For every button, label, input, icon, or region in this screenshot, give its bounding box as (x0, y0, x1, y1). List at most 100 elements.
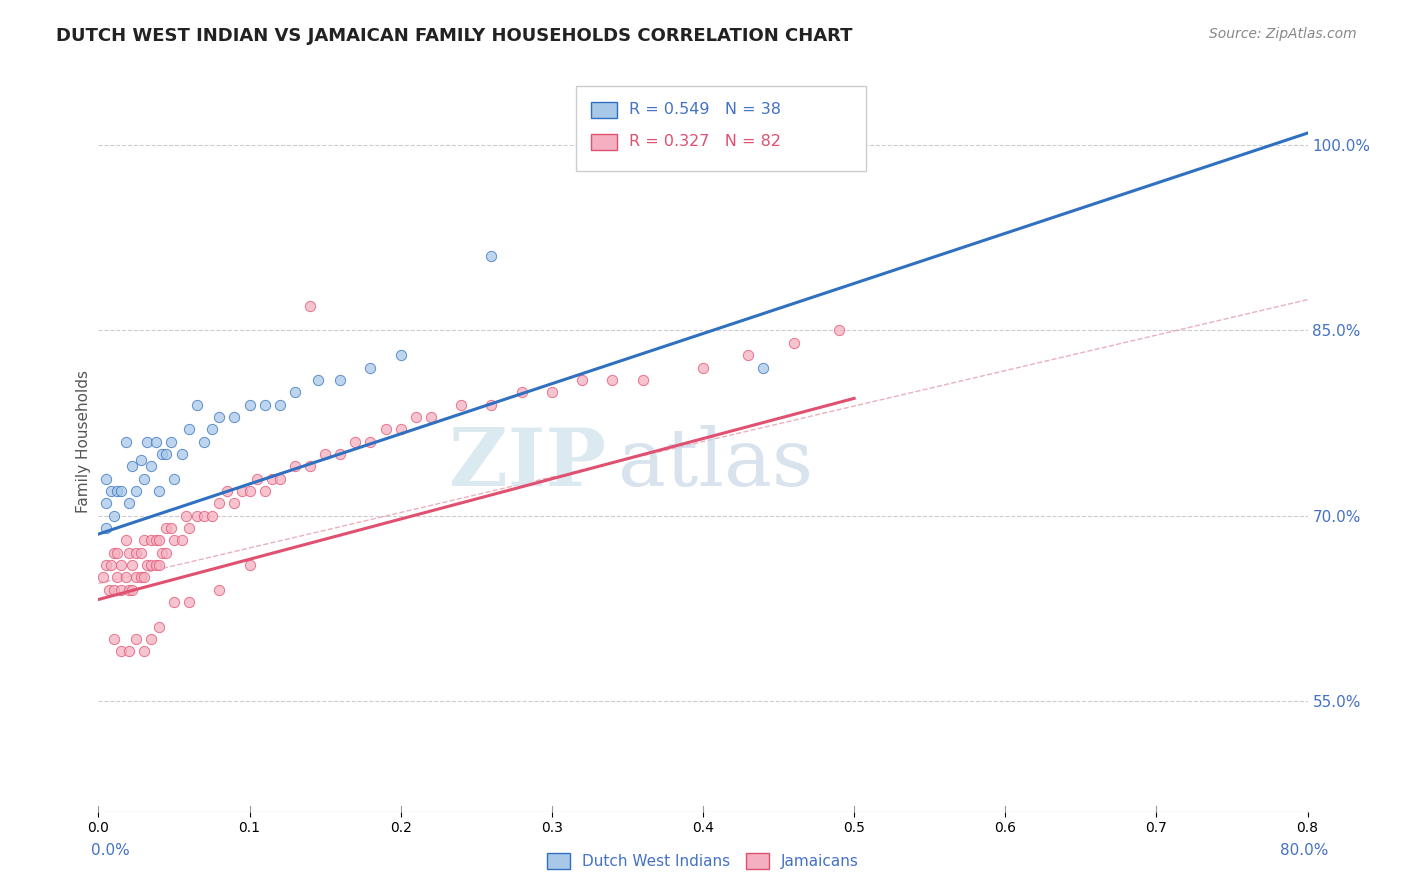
Point (299, 299, 322, 313)
Point (481, 250, 503, 264)
Point (100, 558, 122, 572)
Point (150, 546, 173, 560)
Point (91, 570, 114, 584)
Point (118, 582, 141, 597)
Y-axis label: Family Households: Family Households (76, 370, 91, 513)
Point (389, 348, 412, 362)
Point (103, 546, 125, 560)
Point (420, 409, 443, 424)
Point (118, 644, 141, 658)
Point (344, 434, 367, 449)
Point (828, 324, 851, 338)
Point (231, 483, 253, 498)
Point (114, 533, 136, 548)
Point (148, 620, 170, 634)
Point (224, 496, 246, 510)
Point (98, 582, 121, 597)
Bar (591, 134, 617, 150)
Point (170, 447, 193, 461)
Point (752, 360, 775, 375)
Point (253, 483, 276, 498)
Point (246, 472, 269, 486)
Point (239, 398, 262, 412)
Point (105, 483, 128, 498)
Point (239, 483, 262, 498)
Point (174, 508, 197, 523)
Point (510, 385, 533, 400)
Point (110, 558, 132, 572)
Point (94, 521, 117, 535)
Point (737, 348, 759, 362)
Point (103, 582, 125, 597)
Point (186, 398, 208, 412)
Text: DUTCH WEST INDIAN VS JAMAICAN FAMILY HOUSEHOLDS CORRELATION CHART: DUTCH WEST INDIAN VS JAMAICAN FAMILY HOU… (56, 27, 853, 45)
Point (201, 508, 224, 523)
Point (374, 422, 396, 436)
Point (450, 398, 472, 412)
Point (121, 459, 143, 474)
Text: ZIP: ZIP (450, 425, 606, 503)
Point (110, 483, 132, 498)
Point (163, 595, 186, 609)
Point (269, 472, 291, 486)
Point (110, 644, 132, 658)
Point (360, 434, 382, 449)
Point (262, 472, 284, 486)
Point (114, 434, 136, 449)
Point (179, 422, 201, 436)
Point (208, 582, 231, 597)
Point (148, 558, 170, 572)
Point (105, 546, 128, 560)
Point (155, 546, 177, 560)
Point (208, 496, 231, 510)
Point (150, 447, 173, 461)
Text: R = 0.327   N = 82: R = 0.327 N = 82 (630, 134, 782, 149)
Text: 80.0%: 80.0% (1281, 843, 1329, 858)
Point (284, 459, 307, 474)
Point (121, 558, 143, 572)
Point (100, 483, 122, 498)
Point (284, 385, 307, 400)
Point (125, 632, 148, 646)
Legend: Dutch West Indians, Jamaicans: Dutch West Indians, Jamaicans (541, 847, 865, 875)
Point (160, 434, 183, 449)
Point (193, 508, 215, 523)
Point (783, 335, 806, 350)
Point (141, 558, 163, 572)
Point (110, 582, 132, 597)
Text: Source: ZipAtlas.com: Source: ZipAtlas.com (1209, 27, 1357, 41)
Point (105, 570, 128, 584)
Point (389, 422, 412, 436)
Point (253, 398, 276, 412)
FancyBboxPatch shape (576, 87, 866, 171)
Point (540, 385, 562, 400)
Point (132, 533, 155, 548)
Point (160, 521, 183, 535)
Point (125, 546, 148, 560)
Point (405, 409, 427, 424)
Point (125, 570, 148, 584)
Point (135, 434, 157, 449)
Point (141, 632, 163, 646)
Point (299, 459, 322, 474)
Point (631, 373, 654, 387)
Point (179, 521, 201, 535)
Point (163, 533, 186, 548)
Point (121, 582, 143, 597)
Point (141, 533, 163, 548)
Point (118, 546, 141, 560)
Point (307, 373, 329, 387)
Text: atlas: atlas (619, 425, 814, 503)
Point (329, 447, 352, 461)
Point (193, 434, 215, 449)
Point (132, 644, 155, 658)
Point (163, 472, 186, 486)
Point (132, 570, 155, 584)
Point (224, 409, 246, 424)
Point (94, 472, 117, 486)
Point (132, 472, 155, 486)
Point (481, 398, 503, 412)
Point (155, 521, 177, 535)
Point (145, 558, 167, 572)
Point (148, 533, 170, 548)
